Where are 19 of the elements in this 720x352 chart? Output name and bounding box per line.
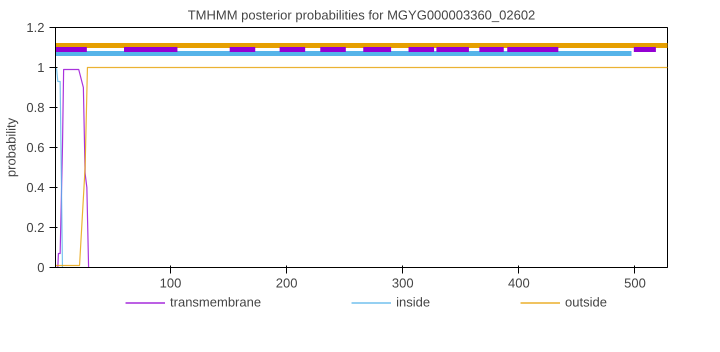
chart-title: TMHMM posterior probabilities for MGYG000003360_02602: [188, 8, 536, 22]
x-tick-label: 400: [508, 276, 530, 290]
y-tick-label: 1: [37, 60, 45, 75]
x-tick-label: 100: [160, 276, 182, 290]
x-tick-label: 200: [276, 276, 298, 290]
legend-label: outside: [565, 294, 607, 310]
x-tick-label: 500: [624, 276, 646, 290]
y-tick-label: 0.6: [26, 140, 45, 155]
legend-label: transmembrane: [170, 294, 262, 310]
y-tick-label: 0.4: [26, 180, 45, 195]
line-series: [56, 68, 90, 268]
y-tick-label: 0.2: [26, 220, 45, 235]
line-series: [56, 66, 64, 268]
y-tick-label: 1.2: [26, 20, 45, 35]
y-axis-title: probability: [3, 117, 18, 178]
y-tick-label: 0: [37, 260, 45, 275]
x-tick-label: 300: [392, 276, 414, 290]
y-tick-label: 0.8: [26, 100, 45, 115]
legend-label: inside: [396, 294, 430, 310]
